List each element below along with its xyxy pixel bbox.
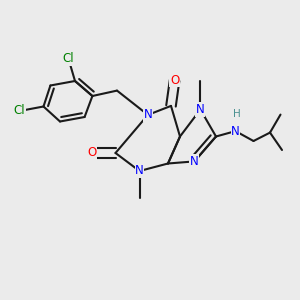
- Text: H: H: [233, 109, 241, 119]
- Text: Cl: Cl: [14, 104, 25, 118]
- Text: O: O: [87, 146, 96, 160]
- Text: N: N: [135, 164, 144, 178]
- Text: O: O: [170, 74, 179, 87]
- Text: N: N: [231, 124, 240, 138]
- Text: Cl: Cl: [63, 52, 74, 65]
- Text: N: N: [190, 155, 199, 168]
- Text: N: N: [143, 108, 152, 122]
- Text: N: N: [196, 103, 205, 116]
